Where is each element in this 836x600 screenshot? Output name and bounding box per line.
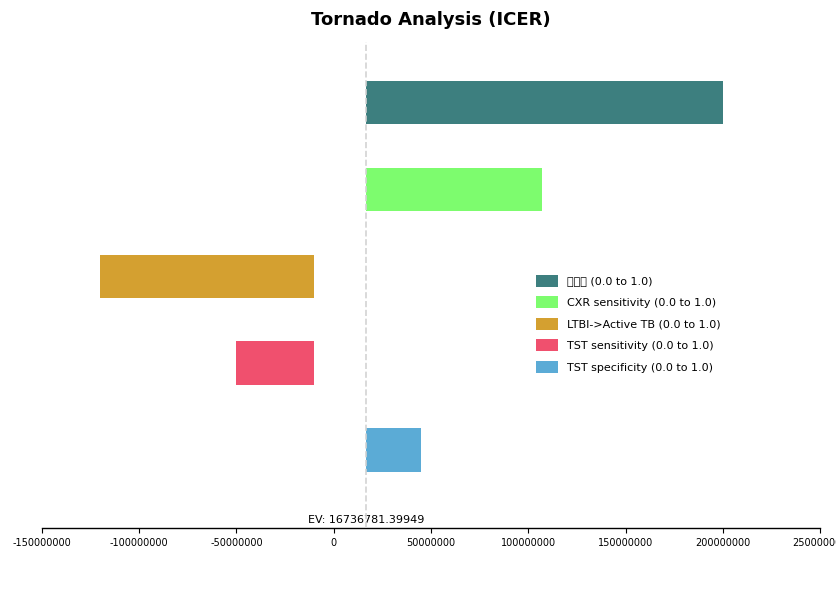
Legend: 할인율 (0.0 to 1.0), CXR sensitivity (0.0 to 1.0), LTBI->Active TB (0.0 to 1.0), TS: 할인율 (0.0 to 1.0), CXR sensitivity (0.0 t… [529, 269, 725, 379]
Text: EV: 16736781.39949: EV: 16736781.39949 [308, 515, 424, 525]
Bar [366, 81, 722, 124]
Bar [237, 341, 314, 385]
Title: Tornado Analysis (ICER): Tornado Analysis (ICER) [311, 11, 550, 29]
Bar [100, 254, 314, 298]
Bar [366, 428, 421, 472]
Bar [366, 168, 542, 211]
